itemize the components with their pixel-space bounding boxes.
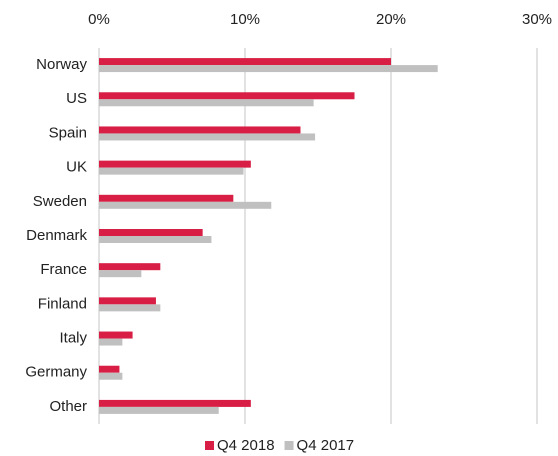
legend-swatch: [205, 441, 214, 450]
bar: [99, 399, 251, 407]
bar: [99, 372, 123, 380]
legend-label: Q4 2017: [297, 437, 355, 454]
y-tick-label: Sweden: [33, 193, 87, 210]
bar: [99, 167, 244, 175]
bar: [99, 160, 251, 168]
y-tick-label: Spain: [49, 124, 87, 141]
legend-swatch: [284, 441, 294, 450]
x-tick-label: 30%: [522, 11, 552, 28]
bar: [99, 270, 142, 278]
bar: [99, 338, 123, 346]
x-tick-label: 20%: [376, 11, 406, 28]
y-tick-label: US: [66, 90, 87, 107]
bar: [99, 406, 219, 414]
bar: [99, 365, 120, 373]
bar: [99, 229, 203, 236]
bar: [99, 92, 355, 100]
bar: [99, 304, 161, 312]
bar: [99, 126, 301, 134]
x-tick-label: 0%: [88, 11, 110, 28]
bar: [99, 236, 212, 243]
bar: [99, 58, 391, 66]
y-tick-label: Germany: [25, 364, 87, 381]
y-tick-label: Finland: [38, 295, 87, 312]
bar: [99, 194, 234, 202]
bar: [99, 263, 161, 271]
bar: [99, 65, 438, 73]
y-tick-label: France: [40, 261, 87, 278]
y-tick-label: Norway: [36, 56, 87, 73]
bar: [99, 297, 156, 305]
bar: [99, 99, 314, 107]
y-tick-label: UK: [66, 159, 87, 176]
bar: [99, 201, 272, 209]
y-tick-label: Italy: [59, 330, 87, 347]
bar: [99, 133, 316, 141]
bar: [99, 331, 133, 339]
x-tick-label: 10%: [230, 11, 260, 28]
y-tick-label: Other: [49, 398, 87, 415]
y-tick-label: Denmark: [26, 227, 87, 244]
legend-label: Q4 2018: [217, 437, 275, 454]
